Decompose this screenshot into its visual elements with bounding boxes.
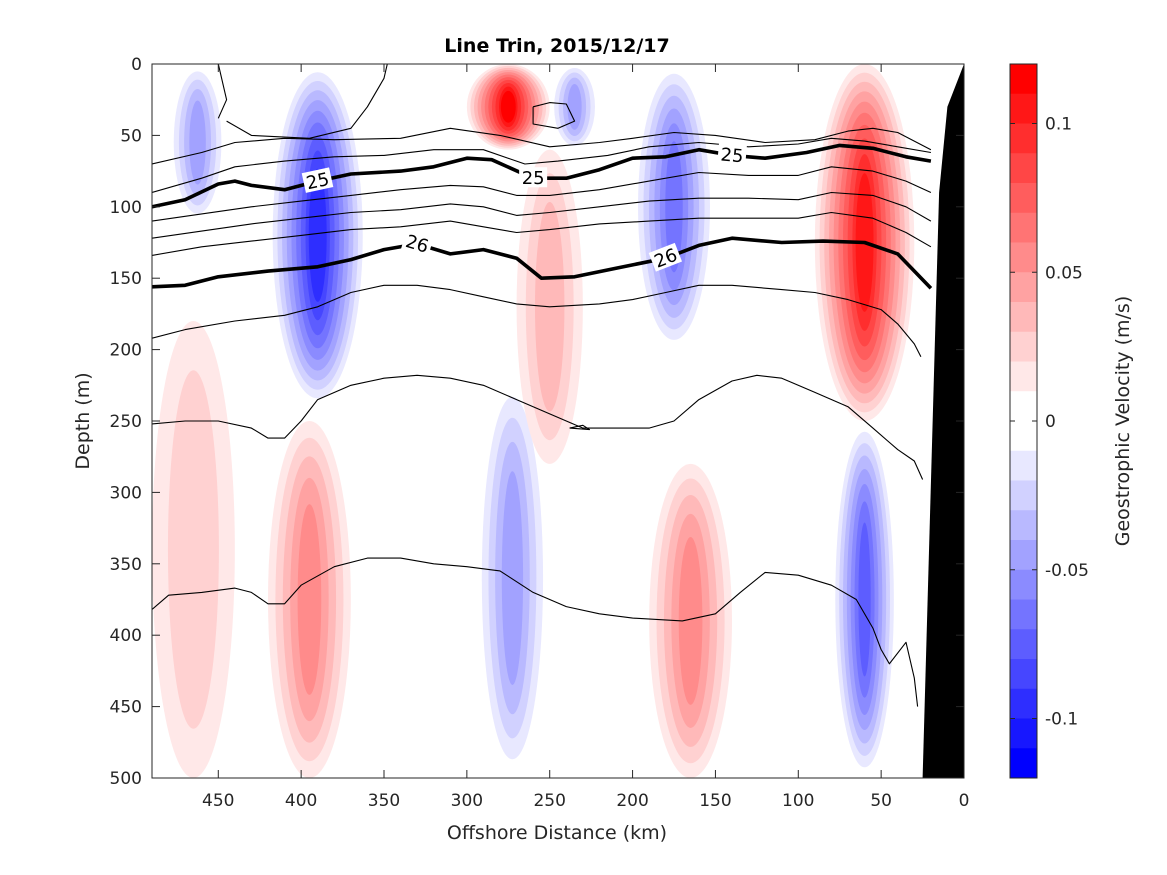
bold-isopycnal xyxy=(152,236,933,290)
colorbar-bin xyxy=(1010,510,1037,541)
velocity-patch xyxy=(167,370,219,729)
isopycnal xyxy=(152,191,932,239)
y-tick-label: 250 xyxy=(110,412,142,432)
velocity-patch xyxy=(665,141,683,273)
x-tick-label: 150 xyxy=(699,791,731,811)
isopycnal xyxy=(532,102,576,129)
isopycnal xyxy=(569,424,591,431)
colorbar-bin xyxy=(1010,748,1037,779)
isopycnal xyxy=(152,127,932,165)
velocity-patch xyxy=(189,100,206,185)
y-tick-label: 200 xyxy=(110,341,142,361)
colorbar-bin xyxy=(1010,302,1037,333)
y-tick-label: 150 xyxy=(110,269,142,289)
colorbar-bin xyxy=(1010,93,1037,124)
colorbar-bin xyxy=(1010,212,1037,243)
density-contours xyxy=(152,64,933,707)
colorbar-bin xyxy=(1010,272,1037,303)
y-tick-label: 0 xyxy=(131,55,142,75)
y-tick-label: 100 xyxy=(110,198,142,218)
x-tick-label: 400 xyxy=(285,791,317,811)
colorbar-bin xyxy=(1010,391,1037,422)
isopycnal xyxy=(226,64,388,139)
colorbar-tick-label: 0 xyxy=(1045,412,1056,432)
chart-title: Line Trin, 2015/12/17 xyxy=(444,35,669,57)
velocity-patch xyxy=(567,83,582,130)
y-tick-label: 450 xyxy=(110,698,142,718)
contour-label-bg xyxy=(717,143,747,166)
x-tick-label: 300 xyxy=(451,791,483,811)
velocity-patch xyxy=(500,90,516,123)
colorbar-bin xyxy=(1010,242,1037,273)
isopycnal xyxy=(217,64,228,119)
colorbar-bin xyxy=(1010,599,1037,630)
colorbar-bin xyxy=(1010,361,1037,392)
plot-area xyxy=(152,64,964,778)
x-tick-label: 100 xyxy=(782,791,814,811)
velocity-patch xyxy=(858,522,871,677)
colorbar-tick-label: -0.05 xyxy=(1045,561,1089,581)
y-tick-label: 400 xyxy=(110,626,142,646)
x-tick-label: 50 xyxy=(870,791,892,811)
colorbar-bin xyxy=(1010,450,1037,481)
contour-label-bg xyxy=(648,242,683,272)
colorbar-bin xyxy=(1010,718,1037,749)
colorbar: 0.1 0.05 0 -0.05 -0.1 xyxy=(1009,63,1089,779)
seafloor xyxy=(922,64,964,778)
isopycnal xyxy=(152,284,922,357)
colorbar-tick-label: 0.05 xyxy=(1045,263,1083,283)
y-tick-label: 300 xyxy=(110,483,142,503)
y-tick-label: 50 xyxy=(120,126,142,146)
topography xyxy=(922,64,964,778)
colorbar-bin xyxy=(1010,421,1037,452)
y-tick-label: 500 xyxy=(110,769,142,789)
isopycnal xyxy=(152,557,919,707)
contour-label-bg xyxy=(519,167,548,188)
isopycnal xyxy=(152,166,932,222)
contour-label: 25 xyxy=(720,144,745,167)
contour-label-bg xyxy=(401,229,434,257)
x-tick-label: 200 xyxy=(616,791,648,811)
contour-label: 25 xyxy=(522,168,545,189)
x-axis: 450 400 350 300 250 200 150 100 50 0 xyxy=(202,64,969,811)
colorbar-bin xyxy=(1010,331,1037,362)
colorbar-bin xyxy=(1010,688,1037,719)
colorbar-bin xyxy=(1010,540,1037,571)
velocity-patch xyxy=(501,471,524,685)
colorbar-bin xyxy=(1010,569,1037,600)
colorbar-bin xyxy=(1010,183,1037,214)
x-tick-label: 250 xyxy=(533,791,565,811)
isopycnal xyxy=(152,137,931,194)
colorbar-label: Geostrophic Velocity (m/s) xyxy=(1112,296,1134,546)
y-axis: 0 50 100 150 200 250 300 350 400 450 500 xyxy=(110,55,964,789)
isopycnal xyxy=(152,374,924,480)
velocity-field xyxy=(152,64,915,778)
x-tick-label: 350 xyxy=(368,791,400,811)
velocity-patch xyxy=(678,536,703,705)
colorbar-bin xyxy=(1010,659,1037,690)
colorbar-bin xyxy=(1010,153,1037,184)
isopycnal xyxy=(152,211,932,256)
velocity-patch xyxy=(297,504,322,695)
colorbar-bin xyxy=(1010,629,1037,660)
x-tick-label: 0 xyxy=(959,791,970,811)
contour-label-bg xyxy=(301,167,334,193)
colorbar-tick-label: -0.1 xyxy=(1045,710,1078,730)
x-tick-label: 450 xyxy=(202,791,234,811)
colorbar-bin xyxy=(1010,480,1037,511)
y-tick-label: 350 xyxy=(110,555,142,575)
colorbar-bin xyxy=(1010,64,1037,95)
contour-label: 25 xyxy=(304,169,331,194)
x-axis-label: Offshore Distance (km) xyxy=(447,822,667,844)
y-axis-label: Depth (m) xyxy=(72,372,94,469)
colorbar-tick-label: 0.1 xyxy=(1045,115,1072,135)
colorbar-bin xyxy=(1010,123,1037,154)
